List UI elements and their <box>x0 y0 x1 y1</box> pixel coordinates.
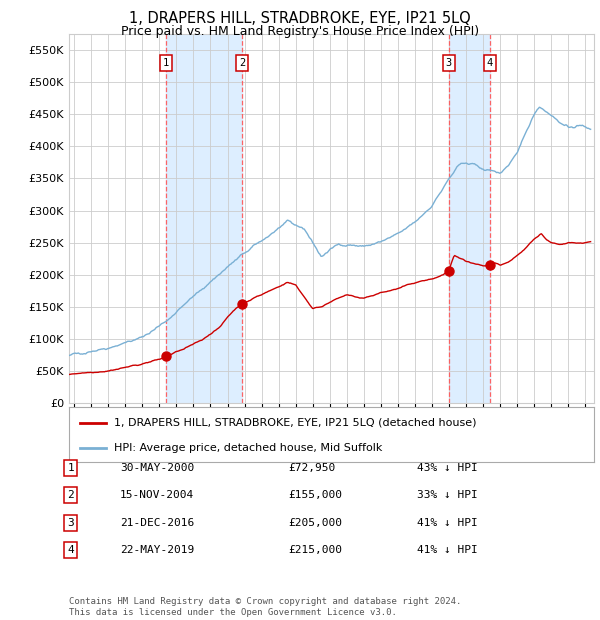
Text: 1: 1 <box>67 463 74 473</box>
Text: 3: 3 <box>67 518 74 528</box>
Text: 1: 1 <box>163 58 169 68</box>
Text: HPI: Average price, detached house, Mid Suffolk: HPI: Average price, detached house, Mid … <box>113 443 382 453</box>
Text: 1, DRAPERS HILL, STRADBROKE, EYE, IP21 5LQ (detached house): 1, DRAPERS HILL, STRADBROKE, EYE, IP21 5… <box>113 418 476 428</box>
Text: Price paid vs. HM Land Registry's House Price Index (HPI): Price paid vs. HM Land Registry's House … <box>121 25 479 38</box>
Bar <box>166 34 242 403</box>
Text: 3: 3 <box>445 58 452 68</box>
Text: £155,000: £155,000 <box>288 490 342 500</box>
Text: 2: 2 <box>67 490 74 500</box>
Text: 33% ↓ HPI: 33% ↓ HPI <box>417 490 478 500</box>
Text: 1, DRAPERS HILL, STRADBROKE, EYE, IP21 5LQ: 1, DRAPERS HILL, STRADBROKE, EYE, IP21 5… <box>129 11 471 26</box>
Text: 41% ↓ HPI: 41% ↓ HPI <box>417 518 478 528</box>
Text: £72,950: £72,950 <box>288 463 335 473</box>
Text: 43% ↓ HPI: 43% ↓ HPI <box>417 463 478 473</box>
Text: 4: 4 <box>487 58 493 68</box>
Text: 30-MAY-2000: 30-MAY-2000 <box>120 463 194 473</box>
Text: 2: 2 <box>239 58 245 68</box>
Text: 4: 4 <box>67 545 74 555</box>
Text: 21-DEC-2016: 21-DEC-2016 <box>120 518 194 528</box>
Text: 22-MAY-2019: 22-MAY-2019 <box>120 545 194 555</box>
Bar <box>449 34 490 403</box>
Text: £205,000: £205,000 <box>288 518 342 528</box>
Text: 41% ↓ HPI: 41% ↓ HPI <box>417 545 478 555</box>
Text: 15-NOV-2004: 15-NOV-2004 <box>120 490 194 500</box>
Text: Contains HM Land Registry data © Crown copyright and database right 2024.
This d: Contains HM Land Registry data © Crown c… <box>69 598 461 617</box>
Text: £215,000: £215,000 <box>288 545 342 555</box>
